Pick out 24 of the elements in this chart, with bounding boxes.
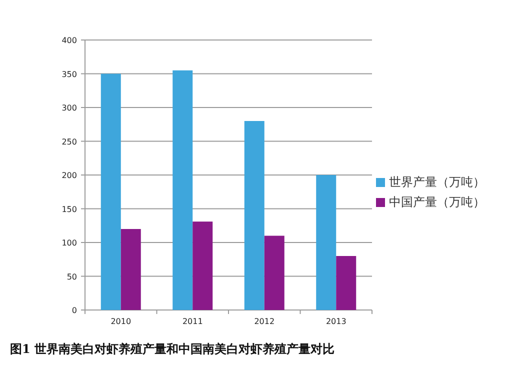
y-tick-label: 50 <box>66 272 77 282</box>
bar <box>100 74 121 310</box>
bar <box>316 175 336 310</box>
y-tick-label: 250 <box>62 137 77 146</box>
bar <box>172 70 193 310</box>
y-tick-label: 100 <box>62 238 77 248</box>
caption: 图1 世界南美白对虾养殖产量和中国南美白对虾养殖产量对比 <box>10 342 335 356</box>
y-tick-label: 400 <box>62 36 77 45</box>
bar <box>336 256 356 310</box>
y-tick-label: 300 <box>62 104 77 112</box>
legend-label: 世界产量（万吨） <box>389 175 485 189</box>
x-tick-label: 2012 <box>254 317 275 326</box>
y-tick-label: 0 <box>72 306 77 315</box>
legend-label: 中国产量（万吨） <box>389 195 485 209</box>
bar <box>192 222 213 310</box>
bar <box>264 236 284 310</box>
x-tick-label: 2011 <box>182 317 203 326</box>
x-tick-label: 2010 <box>110 317 132 326</box>
y-tick-label: 150 <box>62 204 77 214</box>
x-tick-label: 2013 <box>326 317 346 326</box>
y-tick-label: 350 <box>62 70 77 79</box>
bar <box>244 121 264 310</box>
bar <box>120 229 141 310</box>
y-tick-label: 200 <box>62 171 77 180</box>
